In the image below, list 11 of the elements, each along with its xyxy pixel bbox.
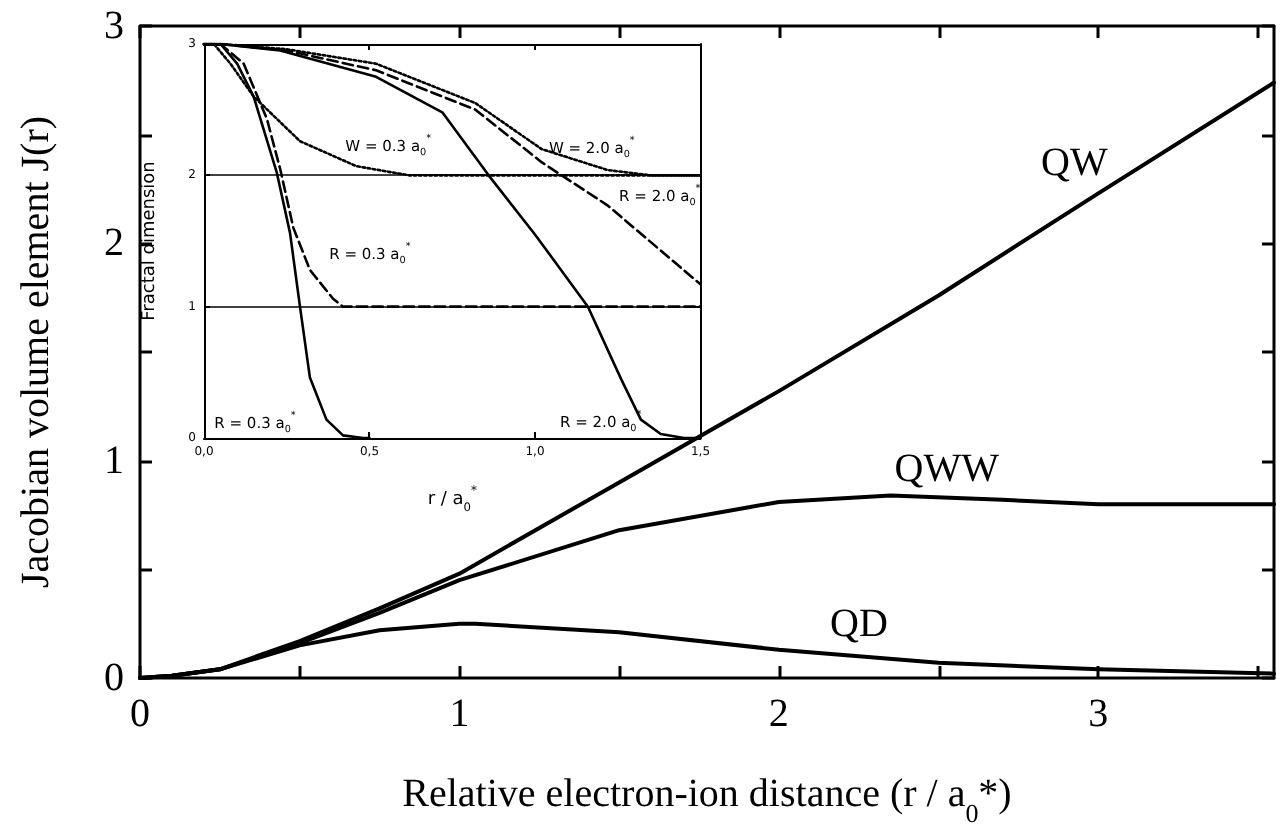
y-axis-title: Jacobian volume element J(r) [14,115,58,589]
x-tick-label: 1 [449,692,470,736]
y-tick-label: 2 [104,221,124,266]
series-label: QW [1040,141,1108,186]
y-axis-title: Fractal dimension [139,161,160,321]
x-tick-label: 2 [768,692,789,736]
x-tick-label: 3 [1088,692,1109,736]
series-label: QWW [894,447,1000,492]
series-label: QD [829,601,888,646]
y-tick-label: 0 [104,656,124,700]
y-tick-label: 3 [104,4,124,48]
